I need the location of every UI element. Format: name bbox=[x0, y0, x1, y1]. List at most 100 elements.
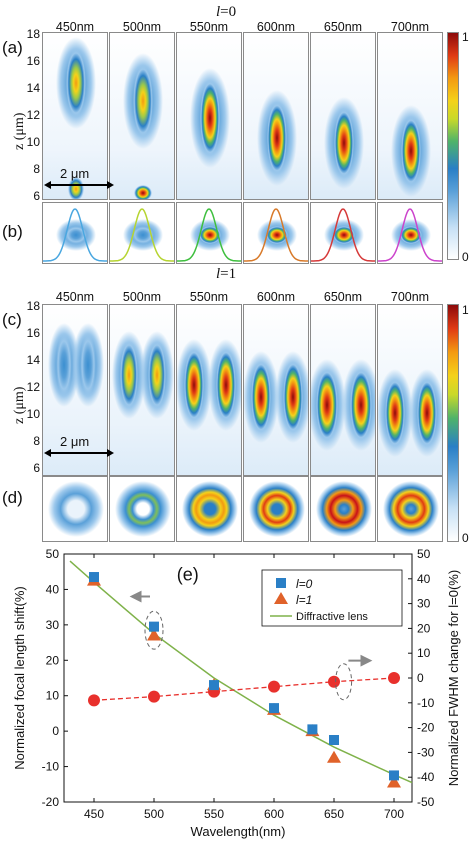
z-tick: 12 bbox=[26, 108, 40, 122]
legend-label-lens: Diffractive lens bbox=[296, 611, 368, 623]
intensity-panel-a bbox=[109, 32, 175, 200]
z-tick: 6 bbox=[33, 189, 40, 203]
y-tick-label-right: 20 bbox=[417, 621, 431, 635]
legend-label-l0: l=0 bbox=[296, 577, 313, 591]
wavelength-label: 650nm bbox=[323, 290, 363, 304]
profile-line bbox=[378, 208, 442, 262]
profile-line bbox=[43, 208, 107, 262]
x-tick-label: 550 bbox=[204, 807, 224, 821]
colorbar-bottom-min: 0 bbox=[462, 531, 469, 545]
profile-line bbox=[177, 208, 241, 262]
scale-bar-label-c: 2 μm bbox=[60, 434, 90, 449]
wavelength-label: 450nm bbox=[55, 20, 95, 34]
profile-line bbox=[244, 208, 308, 262]
z-tick: 18 bbox=[26, 299, 40, 313]
intensity-panel-a bbox=[377, 32, 443, 200]
y-axis-label-left: Normalized focal length shift(%) bbox=[12, 586, 27, 770]
l0-point bbox=[209, 680, 219, 691]
wavelength-label: 500nm bbox=[122, 290, 162, 304]
y-tick-label-left: 40 bbox=[46, 582, 60, 596]
x-tick-label: 450 bbox=[84, 807, 104, 821]
z-tick: 16 bbox=[26, 54, 40, 68]
donut-panel-d bbox=[109, 476, 175, 542]
intensity-profile-curve bbox=[244, 208, 308, 262]
y-tick-label-left: 50 bbox=[46, 547, 60, 561]
legend-marker-l1 bbox=[274, 592, 288, 604]
title-l1: l=1 bbox=[216, 266, 237, 282]
wavelength-label: 450nm bbox=[55, 290, 95, 304]
cross-section-panel-b bbox=[176, 202, 242, 264]
donut-beam bbox=[249, 481, 305, 537]
colorbar-top bbox=[447, 32, 459, 260]
panel-b-label: (b) bbox=[2, 222, 23, 241]
y-tick-label-left: 0 bbox=[52, 724, 59, 738]
y-tick-label-right: 50 bbox=[417, 547, 431, 561]
y-tick-label-right: -40 bbox=[417, 770, 435, 784]
lobe-spot bbox=[350, 369, 372, 441]
donut-beam bbox=[48, 481, 104, 537]
l0-point bbox=[307, 724, 318, 735]
legend-marker-l0 bbox=[276, 578, 286, 588]
spot-core bbox=[400, 226, 422, 244]
intensity-profile-curve bbox=[110, 208, 174, 262]
spot-core bbox=[266, 226, 288, 244]
secondary-spot bbox=[134, 185, 152, 199]
y-tick-label-right: -50 bbox=[417, 795, 435, 809]
z-tick: 14 bbox=[26, 81, 40, 95]
cross-section-panel-b bbox=[109, 202, 175, 264]
colorbar-bottom bbox=[447, 304, 459, 542]
spot-core bbox=[199, 226, 221, 244]
intensity-profile-curve bbox=[378, 208, 442, 262]
focal-spot bbox=[133, 65, 153, 137]
intensity-panel-c bbox=[109, 304, 175, 476]
l0-point bbox=[389, 770, 399, 781]
l1-point bbox=[147, 628, 161, 641]
lobe-spot bbox=[120, 341, 138, 409]
panel-d-label: (d) bbox=[2, 488, 23, 507]
y-tick-label-left: 10 bbox=[46, 689, 60, 703]
x-tick-label: 650 bbox=[324, 807, 344, 821]
donut-beam bbox=[115, 481, 171, 537]
wavelength-label: 550nm bbox=[189, 20, 229, 34]
x-tick-label: 500 bbox=[144, 807, 164, 821]
intensity-panel-c bbox=[377, 304, 443, 476]
x-tick-label: 700 bbox=[384, 807, 404, 821]
y-tick-label-right: -30 bbox=[417, 745, 435, 759]
l0-point bbox=[89, 572, 99, 583]
fwhm-trend-line bbox=[93, 677, 395, 701]
focal-spot bbox=[267, 102, 287, 174]
y-tick-label-right: 0 bbox=[417, 671, 424, 685]
lobe-spot bbox=[251, 361, 271, 433]
intensity-panel-c bbox=[176, 304, 242, 476]
lobe-spot bbox=[56, 333, 72, 397]
z-tick: 8 bbox=[33, 162, 40, 176]
annotation-ellipse-left bbox=[144, 610, 164, 650]
focal-spot bbox=[401, 117, 421, 185]
fwhm-point bbox=[88, 694, 100, 707]
wavelength-label: 550nm bbox=[189, 290, 229, 304]
y-tick-label-right: 40 bbox=[417, 572, 431, 586]
intensity-panel-c bbox=[310, 304, 376, 476]
intensity-panel-c bbox=[42, 304, 108, 476]
profile-line bbox=[110, 208, 174, 262]
intensity-profile-curve bbox=[177, 208, 241, 262]
profile-line bbox=[311, 208, 375, 262]
panel-a-label: (a) bbox=[2, 38, 23, 57]
lobe-spot bbox=[80, 333, 96, 397]
z-tick: 8 bbox=[33, 434, 40, 448]
title-l0: l=0 bbox=[216, 4, 237, 20]
fwhm-point bbox=[148, 690, 160, 703]
cross-section-panel-b bbox=[42, 202, 108, 264]
focal-shift-chart: 450 500 550 600 650 700-20-1001020304050-50-4… bbox=[12, 547, 461, 839]
z-tick: 18 bbox=[26, 27, 40, 41]
panel-c-label: (c) bbox=[2, 310, 22, 329]
l1-point bbox=[387, 775, 401, 788]
spot-core bbox=[132, 226, 154, 244]
cross-section-panel-b bbox=[243, 202, 309, 264]
l1-point bbox=[327, 750, 341, 763]
lobe-spot bbox=[316, 369, 338, 441]
z-tick: 12 bbox=[26, 380, 40, 394]
focal-spot bbox=[334, 109, 354, 177]
y-tick-label-left: 30 bbox=[46, 618, 60, 632]
secondary-spot bbox=[68, 177, 84, 199]
